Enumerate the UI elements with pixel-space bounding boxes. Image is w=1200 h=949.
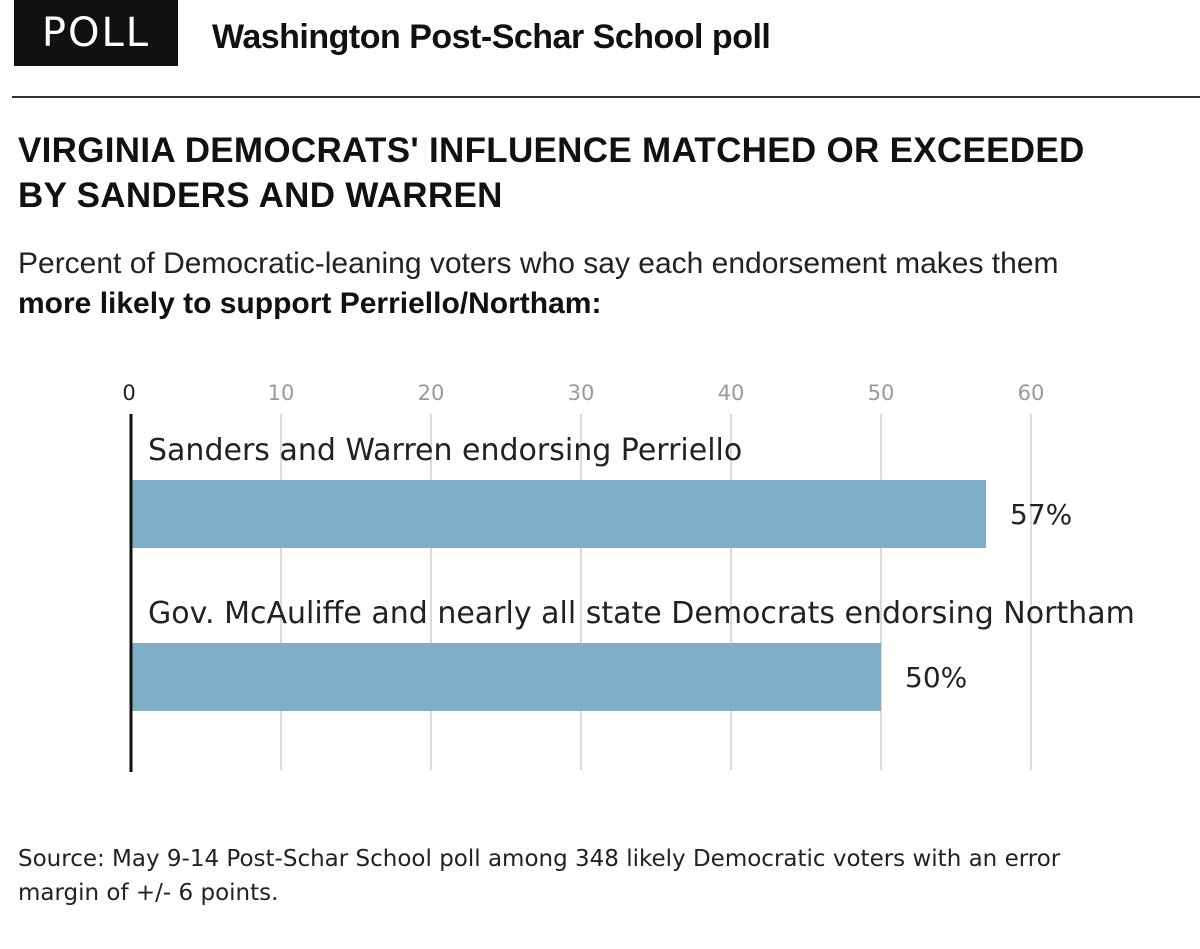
tick-label-0: 0 <box>122 381 135 405</box>
bar-2 <box>131 643 881 711</box>
chart-title: VIRGINIA DEMOCRATS' INFLUENCE MATCHED OR… <box>18 131 1085 215</box>
tick-label-20: 20 <box>418 381 445 405</box>
value-label-1: 57% <box>1010 498 1072 531</box>
bar-1 <box>131 480 986 548</box>
chart-subtitle: Percent of Democratic-leaning voters who… <box>18 244 1138 324</box>
header-divider <box>12 96 1200 98</box>
chart-subtitle-bold: more likely to support Perriello/Northam… <box>18 287 602 320</box>
chart-subtitle-plain: Percent of Democratic-leaning voters who… <box>18 247 1059 280</box>
category-label-2: Gov. McAuliffe and nearly all state Demo… <box>148 596 1135 631</box>
tick-label-50: 50 <box>868 381 895 405</box>
source-note: Source: May 9-14 Post-Schar School poll … <box>18 846 1061 906</box>
tick-label-40: 40 <box>718 381 745 405</box>
tick-label-30: 30 <box>568 381 595 405</box>
category-label-1: Sanders and Warren endorsing Perriello <box>148 433 742 468</box>
bar-chart: 0 10 20 30 40 50 60 Sanders and Warren endorsin… <box>122 381 1135 772</box>
value-label-2: 50% <box>905 661 967 694</box>
tick-label-10: 10 <box>268 381 295 405</box>
header-title: Washington Post-Schar School poll <box>212 18 771 56</box>
tick-label-60: 60 <box>1018 381 1045 405</box>
poll-badge: POLL <box>14 0 178 66</box>
